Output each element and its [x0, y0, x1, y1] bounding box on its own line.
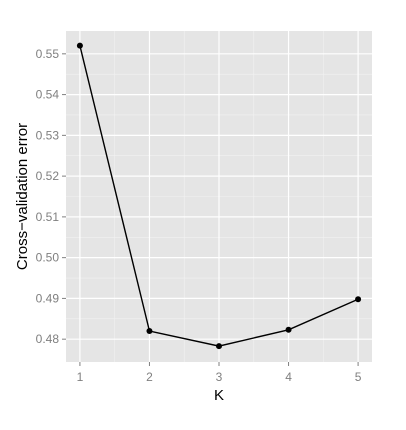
y-tick-label: 0.55 [36, 47, 60, 61]
x-tick-label: 1 [77, 370, 84, 384]
data-point [76, 42, 83, 49]
x-tick-label: 4 [285, 370, 292, 384]
data-point [146, 328, 153, 335]
y-tick-label: 0.54 [36, 88, 60, 102]
x-axis-title: K [214, 387, 224, 404]
x-tick-label: 5 [355, 370, 362, 384]
y-tick-label: 0.50 [36, 251, 60, 265]
x-tick-label: 2 [146, 370, 153, 384]
x-tick-label: 3 [216, 370, 223, 384]
data-point [285, 326, 292, 333]
y-tick-label: 0.48 [36, 332, 60, 346]
tick-labels: 0.48 0.49 0.50 0.51 0.52 0.53 0.54 0.55 1 2 3 4 5 [36, 47, 362, 384]
y-axis-title: Cross−validation error [14, 123, 31, 270]
y-tick-label: 0.49 [36, 291, 60, 305]
data-point [216, 343, 222, 350]
axis-ticks [62, 53, 359, 366]
data-point [355, 296, 362, 303]
data-points [76, 42, 362, 350]
y-tick-label: 0.53 [36, 128, 60, 142]
grid-lines [66, 31, 372, 362]
y-tick-label: 0.51 [36, 210, 60, 224]
y-tick-label: 0.52 [36, 169, 60, 183]
